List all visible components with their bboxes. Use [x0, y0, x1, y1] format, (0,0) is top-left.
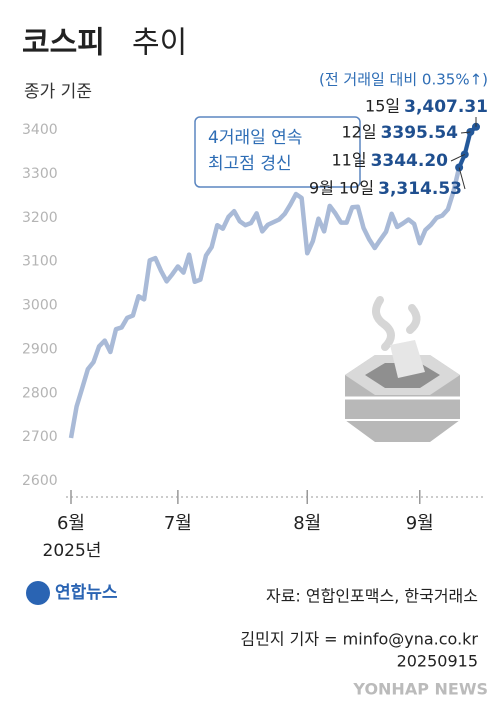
credit: 김민지 기자 = minfo@yna.co.kr — [240, 630, 478, 649]
callout-box — [194, 116, 361, 188]
date: 20250915 — [397, 652, 478, 671]
logo-mark — [26, 581, 50, 605]
y-tick-label: 2800 — [22, 385, 58, 401]
chart-title-suffix: 추이 — [132, 26, 187, 61]
x-tick-label: 7월 — [164, 513, 192, 534]
leader — [458, 167, 466, 190]
value-label: 3,314.53 — [378, 179, 462, 199]
x-tick-label: 8월 — [293, 513, 321, 534]
leader — [450, 154, 465, 162]
value-label: 3344.20 — [371, 151, 449, 171]
chart-title: 코스피 — [22, 26, 105, 61]
x-tick-label: 9월 — [406, 513, 434, 534]
y-tick-label: 3100 — [22, 254, 58, 270]
value-label: 3,407.31 — [404, 97, 488, 117]
value-label: 3395.54 — [381, 123, 459, 143]
y-tick-label: 3300 — [22, 166, 58, 182]
date-label: 9월 10일 — [309, 179, 374, 198]
y-tick-label: 2600 — [22, 473, 58, 489]
leader — [460, 131, 471, 134]
y-tick-label: 3400 — [22, 122, 58, 138]
date-label: 15일 — [365, 97, 400, 116]
callout-line: 최고점 경신 — [208, 154, 292, 174]
date-label: 11일 — [331, 151, 366, 170]
x-tick-label: 6월 — [57, 513, 85, 534]
y-tick-label: 3200 — [22, 210, 58, 226]
line — [68, 125, 478, 439]
y-tick-label: 3000 — [22, 298, 58, 314]
change-note: (전 거래일 대비 0.35%↑) — [319, 71, 488, 89]
y-tick-label: 2700 — [22, 429, 58, 445]
y-tick-label: 2900 — [22, 341, 58, 357]
year-label: 2025년 — [43, 541, 102, 561]
logo: 연합뉴스 — [55, 582, 118, 603]
subtitle: 종가 기준 — [24, 82, 92, 102]
callout-line: 4거래일 연속 — [208, 128, 302, 148]
pot-illustration — [345, 296, 460, 442]
source: 자료: 연합인포맥스, 한국거래소 — [266, 587, 478, 606]
date-label: 12일 — [341, 123, 376, 142]
watermark: YONHAP NEWS — [352, 680, 488, 699]
